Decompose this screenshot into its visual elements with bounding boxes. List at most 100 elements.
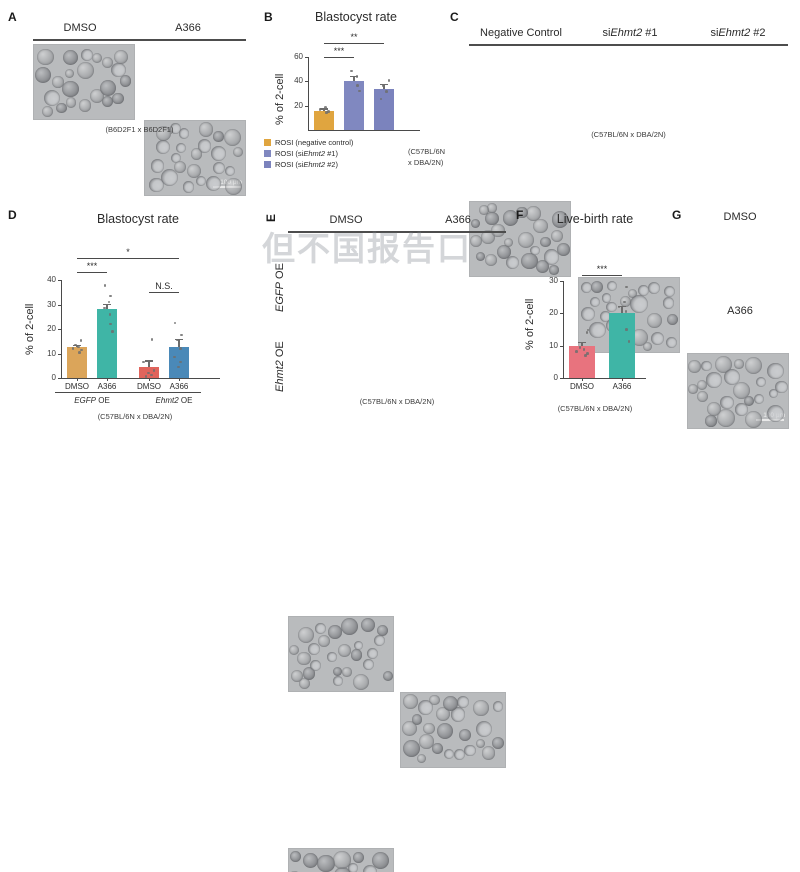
- embryo: [589, 322, 606, 339]
- data-point: [179, 360, 182, 364]
- embryo: [315, 623, 327, 634]
- embryo: [155, 126, 171, 142]
- panel-c-image-siehmt2-2: 100 μm: [687, 353, 789, 429]
- embryo: [299, 678, 311, 690]
- embryo: [190, 148, 203, 160]
- embryo: [666, 314, 678, 325]
- y-tick-mark: [58, 304, 61, 306]
- embryo: [581, 306, 596, 321]
- embryo: [354, 640, 364, 650]
- embryo: [516, 206, 528, 218]
- panel-f-chart: 0 10 20 30 DMSO A366 ***: [549, 255, 646, 391]
- embryo: [580, 282, 592, 294]
- embryo: [317, 634, 331, 647]
- panel-c-col-3-italic: Ehmt2: [718, 27, 751, 39]
- significance-line: [324, 43, 384, 45]
- panel-a-caption: (B6D2F1 x B6D2F1): [105, 125, 174, 134]
- data-point: [578, 346, 582, 349]
- data-point: [111, 330, 114, 333]
- panel-a-col-title-a366: A366: [175, 22, 201, 34]
- embryo: [463, 744, 476, 757]
- panel-letter-f: F: [516, 208, 524, 222]
- data-point: [382, 84, 385, 87]
- error-bar: [353, 75, 355, 82]
- significance-label: ***: [596, 264, 608, 274]
- embryo: [529, 245, 540, 256]
- panel-b-caption-line2: x DBA/2N): [408, 158, 444, 167]
- embryo: [734, 359, 744, 369]
- data-point: [379, 97, 383, 101]
- data-point: [575, 350, 578, 353]
- x-axis-label: DMSO: [127, 382, 171, 393]
- embryo: [706, 372, 722, 388]
- embryo: [723, 369, 740, 386]
- bar: [97, 309, 117, 378]
- data-point: [582, 348, 586, 351]
- embryo: [187, 163, 202, 178]
- significance-label: ***: [333, 46, 345, 56]
- data-point: [80, 348, 83, 352]
- watermark-text: 但不国报告口: [262, 229, 472, 268]
- legend-item: ROSI (siEhmt2 #2): [264, 160, 414, 169]
- embryo: [476, 721, 493, 738]
- significance-label: N.S.: [155, 281, 173, 291]
- embryo: [150, 159, 165, 173]
- embryo: [536, 259, 550, 273]
- embryo: [173, 161, 187, 174]
- legend-swatch: [264, 161, 271, 168]
- embryo: [638, 285, 650, 297]
- embryo: [443, 748, 455, 760]
- x-axis-label: A366: [157, 382, 201, 393]
- data-point: [152, 369, 156, 372]
- data-point: [356, 84, 359, 87]
- y-tick-mark: [305, 57, 308, 58]
- embryo: [328, 625, 342, 639]
- embryo: [459, 729, 471, 742]
- y-tick-mark: [560, 345, 563, 347]
- panel-c-col-2-italic: Ehmt2: [610, 27, 643, 39]
- data-point: [625, 285, 628, 289]
- embryo: [310, 659, 322, 671]
- embryo: [332, 666, 342, 676]
- embryo: [224, 165, 235, 176]
- embryo: [518, 232, 534, 249]
- x-axis-label: DMSO: [55, 382, 99, 393]
- embryo: [101, 57, 113, 69]
- panel-f-caption: (C57BL/6N x DBA/2N): [557, 404, 633, 413]
- embryo: [411, 713, 423, 725]
- error-bar-cap: [175, 339, 183, 341]
- embryo: [350, 649, 363, 661]
- legend-item: ROSI (siEhmt2 #1): [264, 149, 414, 158]
- data-point: [107, 300, 111, 304]
- error-bar-cap: [73, 345, 81, 347]
- significance-label: ***: [86, 261, 98, 271]
- data-point: [103, 306, 107, 310]
- panel-a-header-rule: [33, 39, 246, 41]
- embryo: [423, 722, 435, 735]
- data-point: [109, 294, 112, 298]
- embryo: [35, 67, 51, 84]
- x-axis-label: A366: [85, 382, 129, 393]
- panel-b-chart: 20 40 60 *** **: [294, 32, 420, 132]
- embryo: [65, 68, 75, 78]
- embryo: [697, 391, 709, 402]
- panel-e-image-egfp-a366: [400, 692, 506, 768]
- panel-a-col-title-dmso: DMSO: [63, 22, 97, 34]
- embryo: [78, 99, 91, 112]
- embryo: [225, 177, 243, 195]
- bar: [374, 88, 394, 130]
- legend-label: ROSI (negative control): [275, 138, 354, 147]
- embryo: [62, 49, 78, 65]
- data-point: [173, 321, 177, 325]
- error-bar: [106, 303, 108, 310]
- panel-b-legend: ROSI (negative control) ROSI (siEhmt2 #1)…: [264, 138, 414, 171]
- panel-letter-g: G: [672, 208, 682, 222]
- significance-label: *: [126, 247, 130, 257]
- error-bar: [178, 339, 180, 347]
- panel-e-header-rule: [288, 231, 506, 233]
- data-point: [109, 322, 112, 326]
- panel-d-title: Blastocyst rate: [97, 212, 179, 226]
- panel-c-col-title-3: siEhmt2 #2: [688, 27, 788, 39]
- panel-c-header-rule: [469, 44, 788, 46]
- panel-e-image-ehmt2-dmso: [288, 848, 394, 872]
